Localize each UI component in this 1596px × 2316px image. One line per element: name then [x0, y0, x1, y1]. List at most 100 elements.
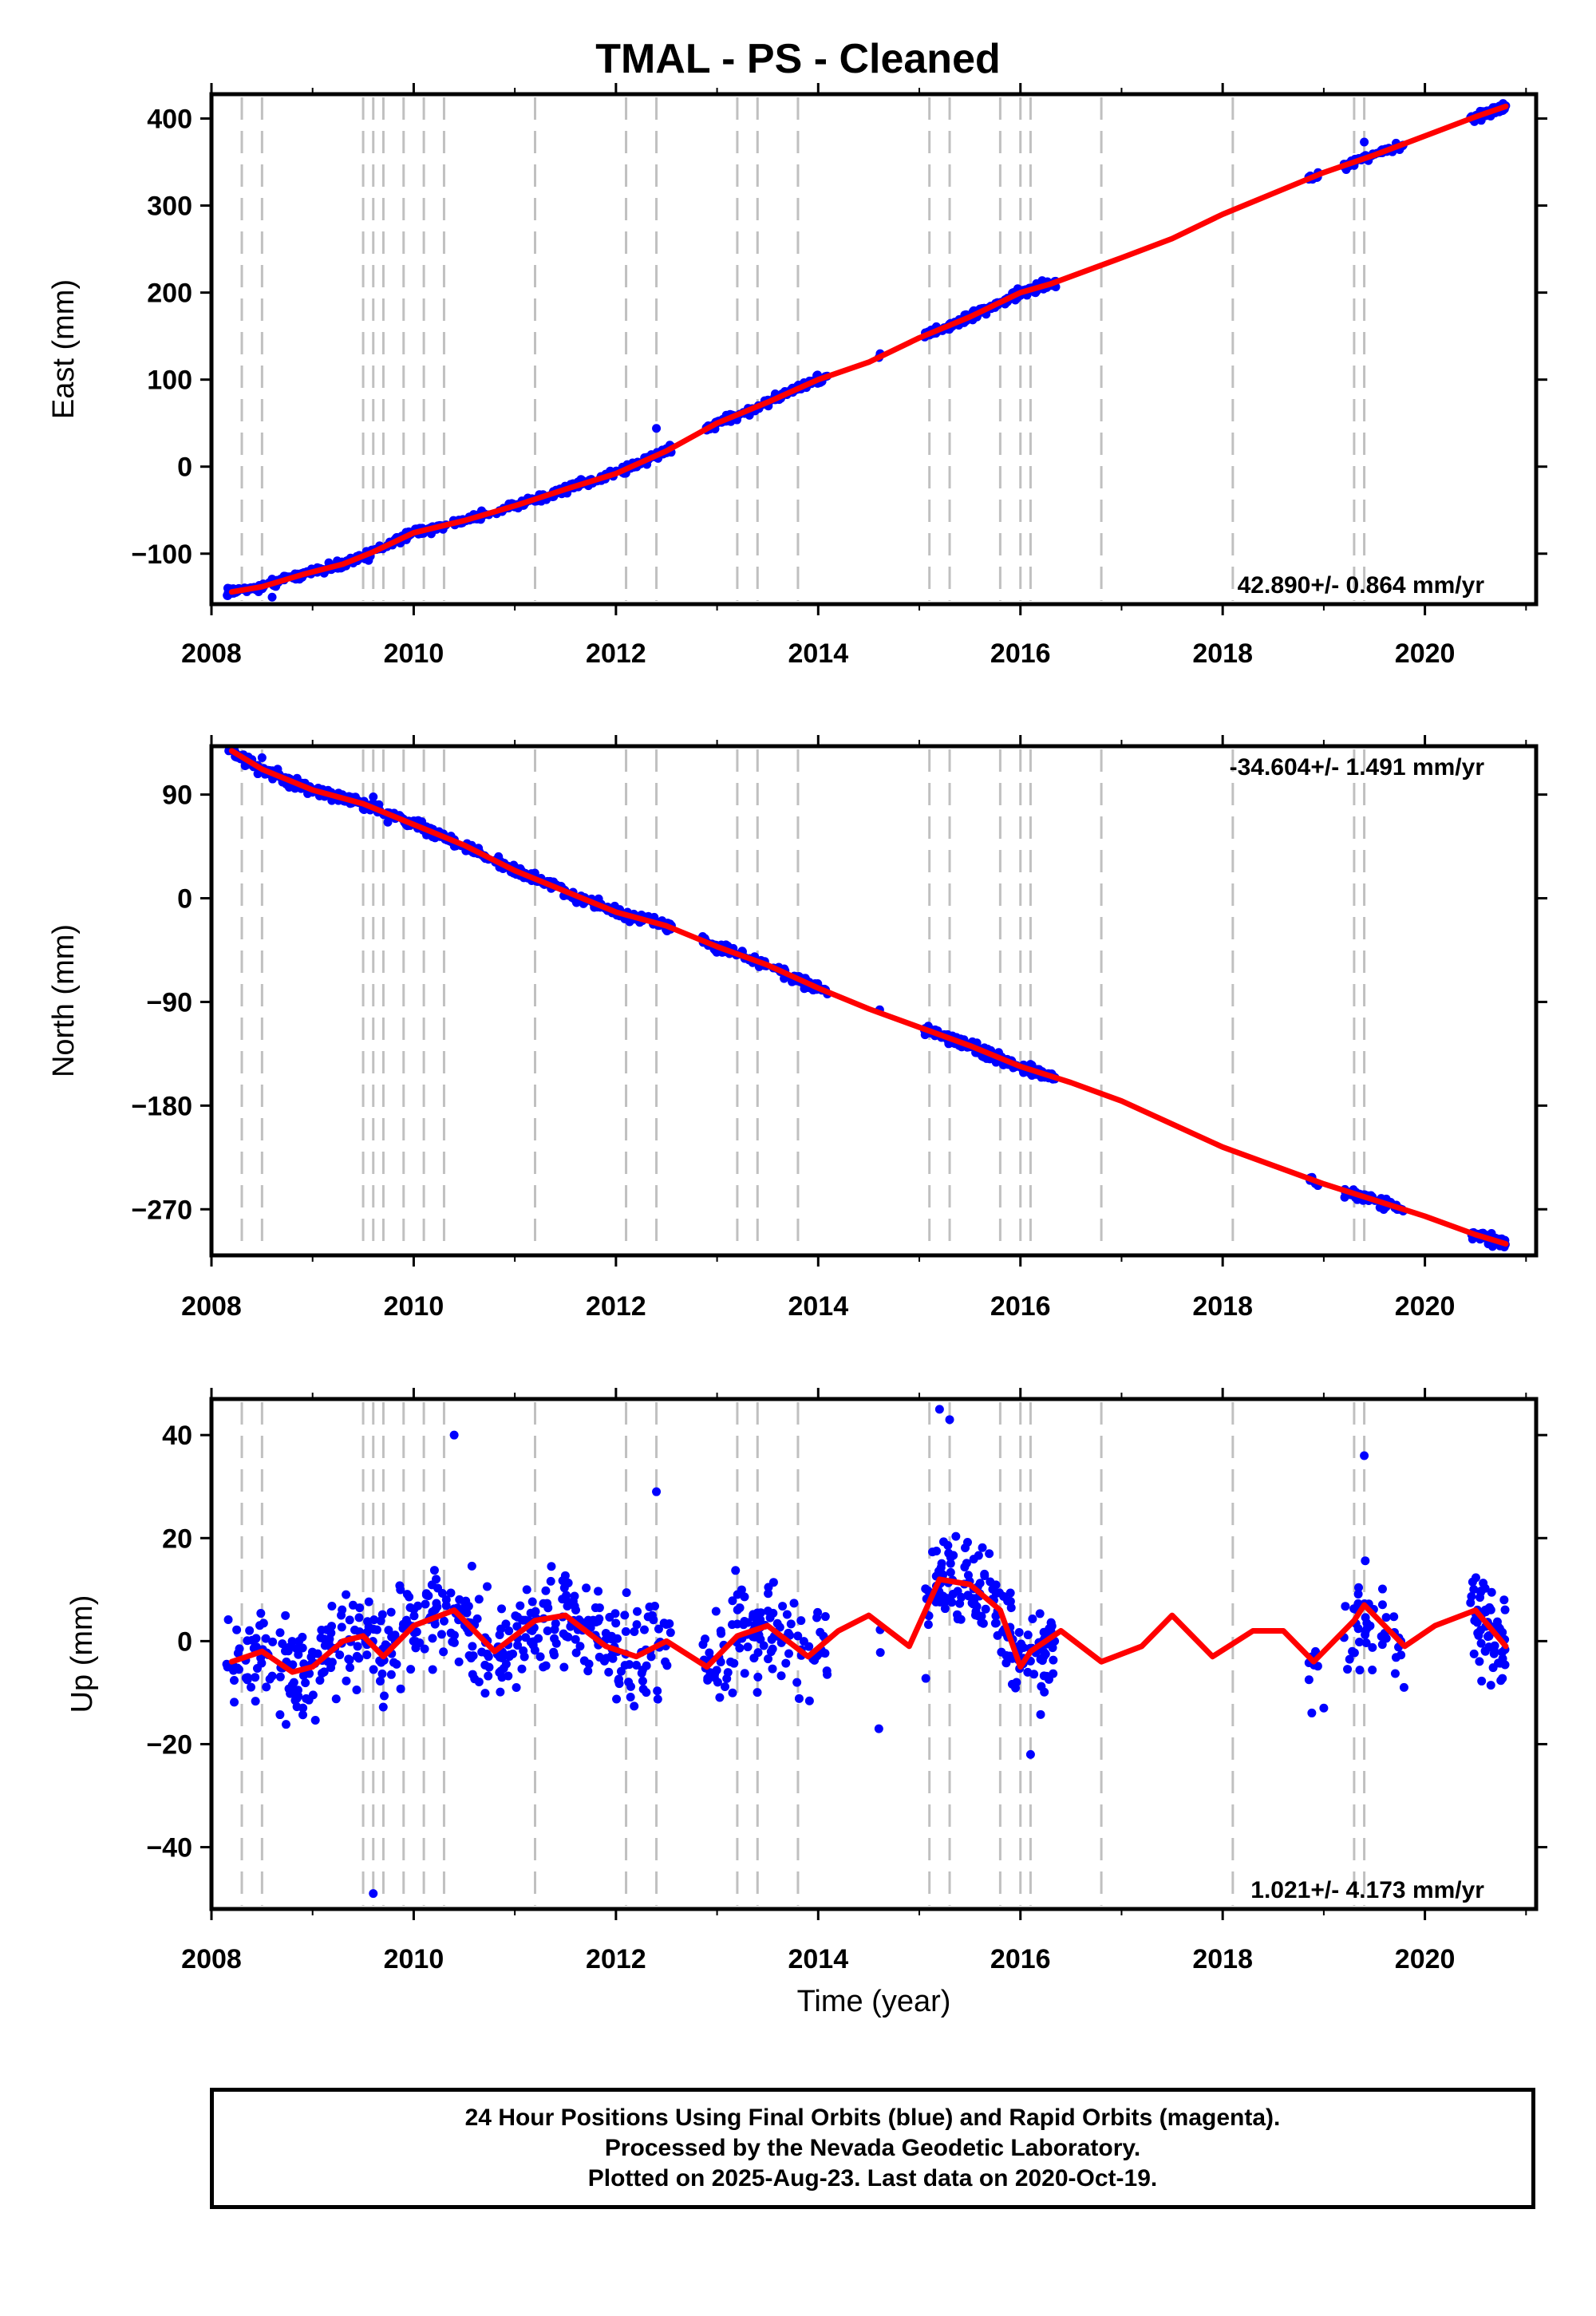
data-point [944, 1548, 954, 1558]
data-point [1365, 1621, 1374, 1630]
data-point [923, 1620, 933, 1630]
data-point [386, 1670, 396, 1679]
data-point [963, 1591, 973, 1600]
data-point [1500, 1660, 1510, 1670]
data-point [1468, 1577, 1477, 1587]
data-point [369, 1889, 378, 1899]
data-point [547, 1562, 556, 1571]
data-point [639, 1625, 649, 1634]
data-point [662, 1661, 672, 1670]
data-point [971, 1607, 981, 1616]
data-point [293, 1686, 302, 1695]
data-point [405, 1592, 414, 1602]
data-point [251, 1697, 260, 1706]
data-point [562, 1591, 571, 1600]
data-point [946, 1559, 955, 1568]
data-point [711, 1607, 721, 1616]
data-point [467, 1561, 476, 1571]
data-point [875, 1648, 885, 1658]
y-tick-label: 100 [147, 366, 192, 396]
data-point [342, 1676, 351, 1686]
y-tick-label: −180 [131, 1091, 192, 1121]
x-axis-label: Time (year) [797, 1985, 951, 2018]
data-point [1354, 1638, 1364, 1647]
data-point [756, 1614, 765, 1624]
data-point [504, 1671, 513, 1681]
data-point [308, 1690, 318, 1700]
data-point [1360, 137, 1369, 147]
data-point [620, 1611, 630, 1620]
x-tick-label: 2012 [586, 1944, 646, 1974]
y-tick-label: 0 [177, 1626, 192, 1657]
data-point [613, 1634, 622, 1643]
data-point [1496, 1676, 1506, 1686]
data-point [630, 1626, 639, 1636]
data-point [1028, 1614, 1037, 1623]
data-point [319, 1667, 329, 1677]
data-point [480, 1660, 490, 1670]
data-point [705, 1648, 714, 1658]
rate-label: -34.604+/- 1.491 mm/yr [1230, 754, 1485, 781]
data-point [1037, 1682, 1046, 1691]
data-point [1341, 1602, 1350, 1611]
data-point [951, 1531, 961, 1541]
data-point [1014, 1627, 1024, 1637]
data-point [530, 1646, 539, 1655]
data-point [1476, 1638, 1486, 1648]
data-point [440, 1616, 449, 1626]
data-point [275, 1710, 285, 1720]
data-point [496, 1687, 505, 1697]
data-point [946, 1567, 955, 1577]
data-point [539, 1599, 548, 1608]
x-tick-label: 2008 [181, 638, 242, 669]
data-point [517, 1664, 527, 1674]
y-tick-label: −100 [131, 539, 192, 570]
data-point [446, 1628, 456, 1638]
data-point [348, 1600, 358, 1610]
caption-line-2: Processed by the Nevada Geodetic Laborat… [604, 2135, 1141, 2161]
data-point [1390, 1669, 1400, 1678]
data-point [630, 1701, 639, 1711]
y-tick-label: 300 [147, 192, 192, 222]
data-point [499, 1664, 508, 1674]
data-point [421, 1590, 431, 1599]
data-point [583, 1666, 593, 1676]
data-point [1023, 1630, 1033, 1640]
data-point [398, 1619, 408, 1629]
data-point [289, 1678, 298, 1687]
data-point [495, 1630, 504, 1639]
data-point [626, 1693, 635, 1702]
data-point [575, 1642, 585, 1651]
data-point [316, 1633, 326, 1642]
data-point [705, 1668, 715, 1678]
data-point [337, 1622, 346, 1632]
data-point [283, 1646, 293, 1656]
data-point [799, 1637, 808, 1646]
data-point [327, 1622, 337, 1631]
data-point [559, 1662, 569, 1672]
data-point [278, 1639, 287, 1649]
data-point [753, 1688, 762, 1697]
data-point [582, 1583, 591, 1593]
x-tick-label: 2014 [788, 1291, 848, 1322]
data-point [288, 1660, 298, 1670]
data-point [345, 1655, 354, 1665]
x-tick-label: 2014 [788, 638, 848, 669]
data-point [1005, 1588, 1015, 1598]
data-point [1499, 1595, 1509, 1605]
data-point [723, 1668, 733, 1678]
data-point [727, 1620, 737, 1630]
y-tick-label: −40 [146, 1833, 192, 1863]
x-tick-label: 2018 [1192, 638, 1253, 669]
data-point [563, 1632, 573, 1642]
x-tick-label: 2016 [990, 638, 1051, 669]
data-point [268, 1637, 278, 1646]
data-point [315, 1675, 325, 1685]
data-point [763, 1607, 772, 1616]
y-axis-label: Up (mm) [65, 1595, 99, 1713]
rate-label: 42.890+/- 0.864 mm/yr [1238, 572, 1485, 599]
data-point [765, 1613, 775, 1622]
data-point [921, 1674, 930, 1683]
data-point [1476, 1626, 1485, 1635]
